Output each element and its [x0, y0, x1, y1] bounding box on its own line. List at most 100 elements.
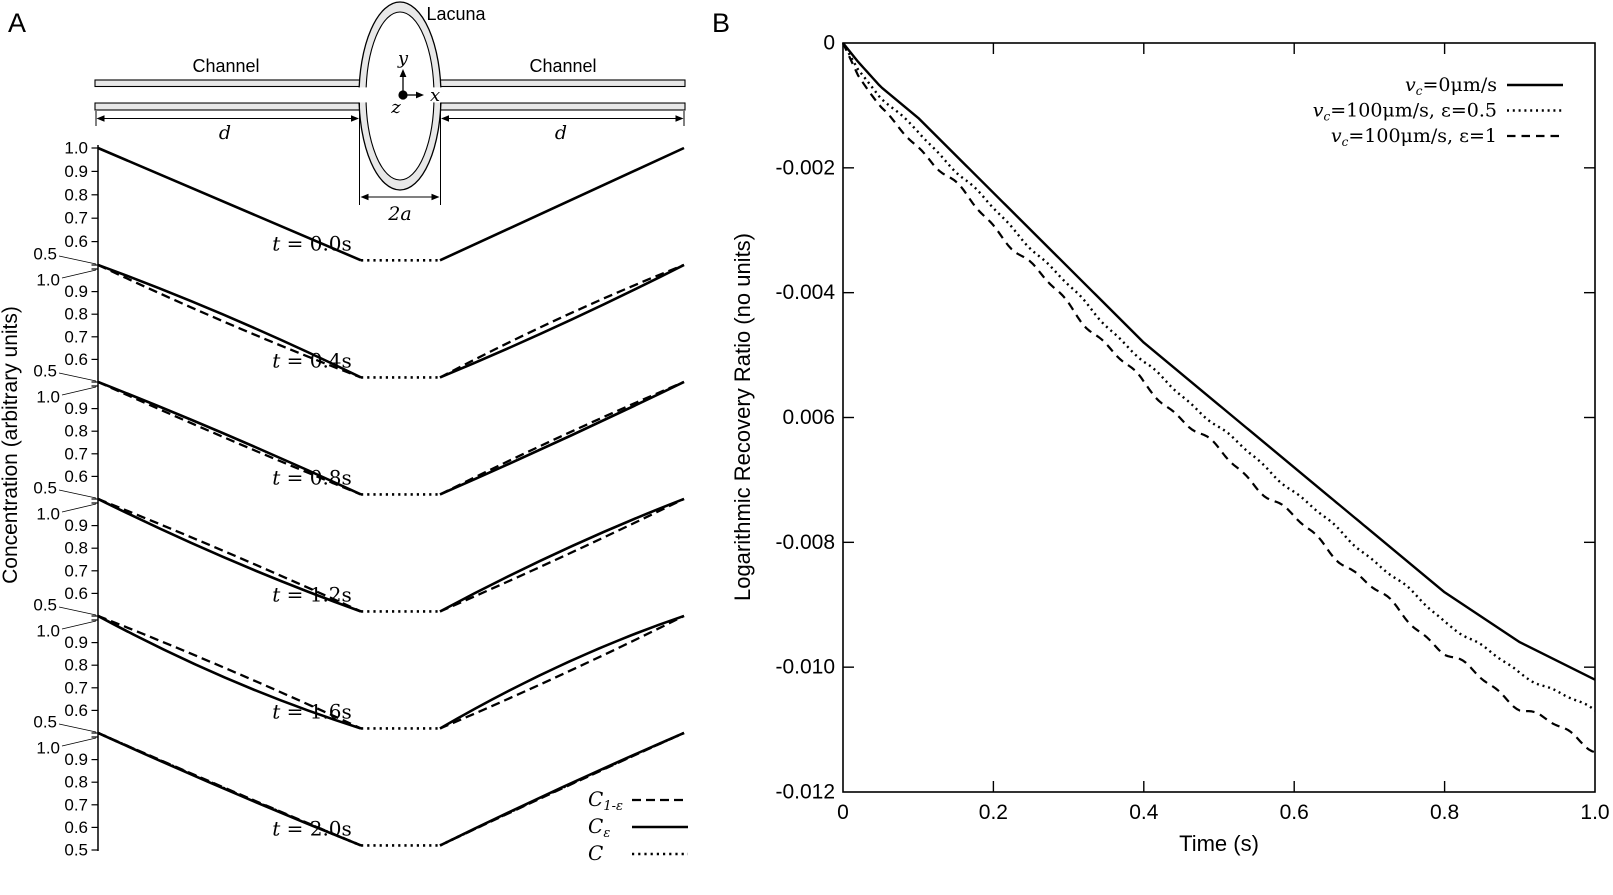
- tick-label-connector: [61, 503, 97, 513]
- d-left-arrowhead-left: [96, 115, 105, 122]
- concentration-curve-solid: [97, 731, 362, 847]
- y-tick-label: 0.6: [64, 467, 88, 486]
- y-tick-label: 0.6: [64, 350, 88, 369]
- 2a-label: 2a: [387, 203, 411, 225]
- y-tick-label: 0.7: [64, 795, 88, 814]
- panel-a-label: A: [8, 8, 26, 38]
- concentration-curve-solid: [439, 614, 685, 730]
- time-label: t = 1.2s: [272, 582, 352, 606]
- y-tick-label: 0.5: [33, 245, 57, 264]
- time-label: t = 0.4s: [272, 348, 352, 372]
- tick-label-connector: [58, 372, 97, 382]
- y-tick-label: 0.7: [64, 561, 88, 580]
- y-tick-label: 0.5: [33, 713, 57, 732]
- y-tick-label: 0.6: [64, 232, 88, 251]
- channel-left-label: Channel: [192, 56, 259, 76]
- y-tick-label: -0.012: [775, 781, 835, 804]
- d-left-label: d: [219, 122, 231, 144]
- concentration-curve-dashed: [97, 380, 362, 496]
- y-tick-label: -0.008: [775, 531, 835, 554]
- y-tick-label: -0.002: [775, 156, 835, 179]
- recovery-curve-dashed: [842, 42, 1596, 754]
- y-tick-label: 1.0: [36, 622, 60, 641]
- concentration-curve-solid: [439, 380, 685, 496]
- d-left-arrowhead-right: [351, 115, 359, 122]
- z-axis-origin-dot: [398, 90, 408, 100]
- tick-label-connector: [58, 606, 97, 616]
- concentration-curve-solid: [439, 263, 685, 379]
- y-tick-label: 0.6: [64, 701, 88, 720]
- y-tick-label: 0.5: [64, 841, 88, 860]
- channel-right-bottom-wall: [439, 102, 686, 111]
- y-tick-label: 0.9: [64, 750, 88, 769]
- concentration-curve-dashed: [97, 497, 362, 613]
- concentration-curve-dashed: [97, 614, 362, 730]
- y-tick-label: 0.006: [782, 406, 835, 429]
- y-tick-label: 0.9: [64, 516, 88, 535]
- tick-label-connector: [61, 737, 97, 747]
- legend-a-label: C: [588, 841, 603, 865]
- d-right-label: d: [555, 122, 567, 144]
- concentration-curve-solid: [439, 497, 685, 613]
- x-tick-label: 0.4: [1129, 801, 1159, 824]
- x-axis-arrowhead: [416, 91, 424, 99]
- channel-lumen: [96, 87, 684, 103]
- panel-a-y-axis-title: Concentration (arbitrary units): [0, 306, 22, 584]
- x-tick-label: 1.0: [1580, 801, 1609, 824]
- y-tick-label: 0.8: [64, 539, 88, 558]
- y-tick-label: 0.8: [64, 656, 88, 675]
- legend-b-label: vc=100μm/s, ε=0.5: [1313, 100, 1497, 124]
- y-tick-label: 0.7: [64, 444, 88, 463]
- concentration-curve-dashed: [97, 263, 362, 379]
- channel-left-top-wall: [94, 79, 362, 88]
- x-tick-label: 0.6: [1280, 801, 1309, 824]
- concentration-curve-solid: [97, 380, 362, 496]
- y-tick-label: 1.0: [36, 271, 60, 290]
- channel-right-label: Channel: [529, 56, 596, 76]
- panel-a-plot: 1.00.90.80.70.60.5 t = 0.0s1.00.90.80.70.…: [33, 139, 688, 865]
- concentration-curve-dashed: [439, 614, 685, 730]
- y-tick-label: 0.5: [33, 479, 57, 498]
- recovery-curve-dotted: [841, 42, 1596, 712]
- concentration-curve-solid: [439, 146, 685, 262]
- y-axis-label: y: [397, 48, 409, 69]
- y-tick-label: 0.8: [64, 773, 88, 792]
- y-tick-label: 1.0: [36, 388, 60, 407]
- concentration-curve-dashed: [439, 263, 685, 379]
- x-axis-label: x: [430, 85, 440, 106]
- channel-left-bottom-wall: [94, 102, 362, 111]
- y-tick-label: 0.8: [64, 185, 88, 204]
- y-tick-label: -0.004: [775, 281, 835, 304]
- 2a-arrowhead-right: [431, 193, 440, 201]
- panel-b-plot: 0 0.2 0.4 0.6 0.8 1.0 0 -0.002 -0.004 0.006 -0.008…: [775, 32, 1609, 825]
- panel-a: A d d: [0, 1, 688, 865]
- y-tick-label: 0.6: [64, 584, 88, 603]
- y-axis-arrowhead: [399, 69, 407, 77]
- concentration-curve-solid: [97, 146, 362, 262]
- legend-a-label: C1-ε: [588, 787, 623, 814]
- concentration-curve-solid: [97, 497, 362, 613]
- panel-b-label: B: [712, 8, 730, 38]
- legend-b-label: vc=100μm/s, ε=1: [1331, 125, 1497, 149]
- y-tick-label: 0.7: [64, 327, 88, 346]
- d-right-arrowhead-left: [441, 115, 449, 122]
- concentration-curve-dashed: [439, 380, 685, 496]
- time-label: t = 1.6s: [272, 699, 352, 723]
- concentration-curve-solid: [439, 731, 685, 847]
- panel-b-x-axis-title: Time (s): [1179, 831, 1259, 856]
- y-tick-label: 0.9: [64, 282, 88, 301]
- d-right-arrowhead-right: [675, 115, 684, 122]
- y-tick-label: 0.7: [64, 209, 88, 228]
- panel-b: B Time (s) Logarithmic Recovery Ratio (n…: [712, 8, 1610, 856]
- y-tick-label: 0.6: [64, 818, 88, 837]
- concentration-curve-dashed: [439, 497, 685, 613]
- y-tick-label: 1.0: [36, 739, 60, 758]
- tick-label-connector: [58, 489, 97, 499]
- y-tick-label: 0: [823, 32, 835, 55]
- tick-label-connector: [58, 723, 97, 733]
- legend-b-label: vc=0μm/s: [1405, 74, 1497, 98]
- tick-label-connector: [61, 620, 97, 630]
- time-label: t = 0.8s: [272, 465, 352, 489]
